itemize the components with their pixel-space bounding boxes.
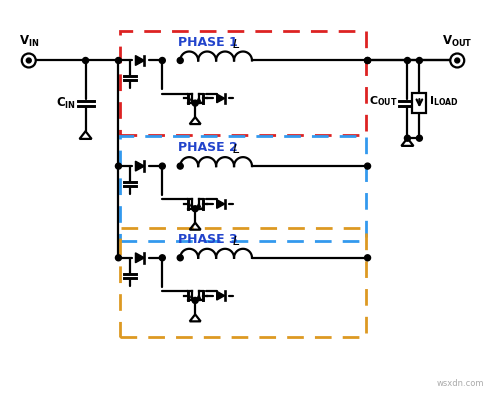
Circle shape (364, 57, 370, 64)
Circle shape (115, 163, 121, 169)
Circle shape (364, 57, 370, 64)
Circle shape (404, 135, 409, 141)
Circle shape (177, 57, 183, 64)
Polygon shape (216, 94, 224, 103)
Polygon shape (135, 55, 144, 65)
Circle shape (454, 58, 459, 63)
Polygon shape (135, 161, 144, 171)
Circle shape (159, 255, 165, 261)
Text: $\mathbf{V_{IN}}$: $\mathbf{V_{IN}}$ (19, 33, 39, 48)
Text: PHASE 1: PHASE 1 (178, 35, 238, 48)
Text: PHASE 2: PHASE 2 (178, 141, 238, 154)
Text: L: L (232, 235, 239, 248)
Circle shape (26, 58, 31, 63)
Circle shape (115, 57, 121, 64)
Circle shape (177, 163, 183, 169)
Text: $\mathbf{V_{OUT}}$: $\mathbf{V_{OUT}}$ (441, 33, 471, 48)
Text: L: L (232, 143, 239, 156)
Circle shape (115, 255, 121, 261)
Circle shape (192, 100, 198, 106)
Circle shape (192, 206, 198, 212)
Polygon shape (216, 200, 224, 208)
Circle shape (404, 57, 409, 64)
Circle shape (192, 298, 198, 303)
Circle shape (416, 135, 422, 141)
Polygon shape (135, 253, 144, 263)
Text: $\mathbf{C_{OUT}}$: $\mathbf{C_{OUT}}$ (368, 94, 397, 108)
Circle shape (159, 57, 165, 64)
Bar (411, 94, 426, 113)
Bar (120, 228, 365, 338)
Circle shape (364, 163, 370, 169)
Circle shape (159, 163, 165, 169)
Text: L: L (232, 37, 239, 51)
Text: PHASE 3: PHASE 3 (178, 233, 238, 246)
Text: $\mathbf{I_{LOAD}}$: $\mathbf{I_{LOAD}}$ (428, 94, 458, 108)
Circle shape (177, 255, 183, 261)
Polygon shape (216, 291, 224, 300)
Bar (120, 31, 365, 135)
Circle shape (416, 57, 422, 64)
Circle shape (82, 57, 88, 64)
Bar (120, 136, 365, 241)
Circle shape (364, 255, 370, 261)
Text: wsxdn.com: wsxdn.com (436, 379, 483, 388)
Text: $\mathbf{C_{IN}}$: $\mathbf{C_{IN}}$ (56, 96, 76, 111)
